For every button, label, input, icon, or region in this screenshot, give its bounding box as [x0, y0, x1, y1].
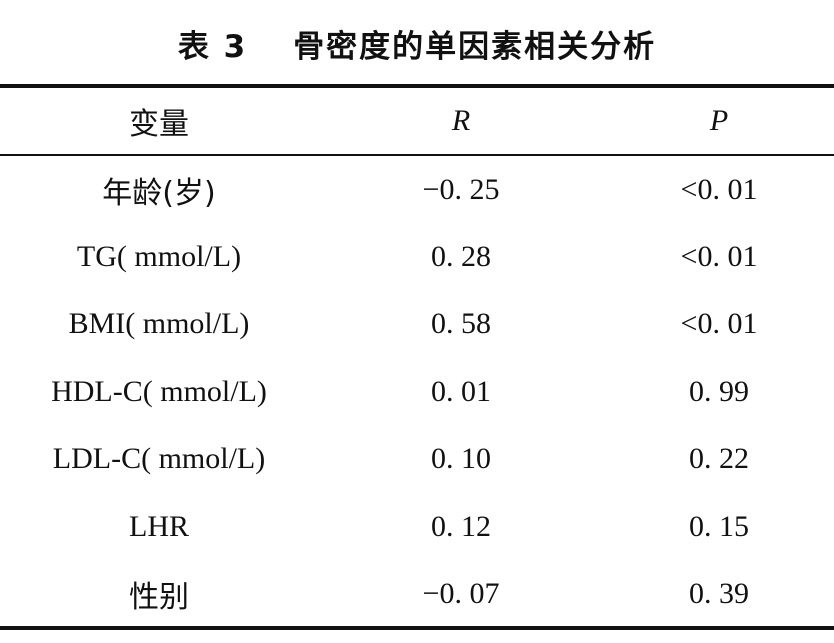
- table-row: 性别 −0. 07 0. 39: [0, 560, 834, 627]
- cell-r: −0. 07: [422, 577, 500, 611]
- cell-variable: 性别: [129, 580, 189, 616]
- data-table: 变量 R P 年龄(岁) −0. 25 <0. 01 TG( mmol/L) 0…: [0, 88, 834, 628]
- table-row: 年龄(岁) −0. 25 <0. 01: [0, 154, 834, 223]
- table-header-row: 变量 R P: [0, 88, 834, 154]
- cell-p: 0. 99: [689, 374, 749, 408]
- table-row: BMI( mmol/L) 0. 58 <0. 01: [0, 291, 834, 358]
- cell-variable: HDL-C( mmol/L): [51, 374, 267, 408]
- cell-r: 0. 10: [431, 442, 491, 476]
- table-row: LDL-C( mmol/L) 0. 10 0. 22: [0, 426, 834, 493]
- cell-variable: LDL-C( mmol/L): [52, 442, 266, 476]
- cell-variable: TG( mmol/L): [76, 240, 242, 274]
- cell-variable: BMI( mmol/L): [68, 307, 250, 341]
- cell-p: 0. 15: [689, 509, 749, 543]
- cell-p: 0. 22: [689, 442, 749, 476]
- table-caption-text: 骨密度的单因素相关分析: [293, 29, 657, 65]
- cell-variable: LHR: [129, 509, 189, 543]
- column-header-r: R: [451, 104, 471, 137]
- cell-p: 0. 39: [689, 577, 749, 611]
- cell-p: <0. 01: [680, 172, 758, 206]
- cell-variable: 年龄(岁): [102, 175, 216, 211]
- table-row: LHR 0. 12 0. 15: [0, 493, 834, 560]
- table-caption-label: 表 3: [177, 29, 248, 65]
- column-header-variable: 变量: [129, 107, 189, 142]
- column-header-p: P: [709, 104, 729, 137]
- cell-r: −0. 25: [422, 172, 500, 206]
- table-header-rule: [0, 154, 834, 156]
- cell-p: <0. 01: [680, 240, 758, 274]
- table-bottom-rule: [0, 626, 834, 630]
- cell-r: 0. 58: [431, 307, 491, 341]
- cell-r: 0. 28: [431, 240, 491, 274]
- table-top-rule: [0, 84, 834, 88]
- cell-r: 0. 12: [431, 509, 491, 543]
- cell-p: <0. 01: [680, 307, 758, 341]
- table-caption: 表 3 骨密度的单因素相关分析: [0, 22, 834, 72]
- table-row: TG( mmol/L) 0. 28 <0. 01: [0, 223, 834, 290]
- cell-r: 0. 01: [431, 374, 491, 408]
- table-row: HDL-C( mmol/L) 0. 01 0. 99: [0, 358, 834, 425]
